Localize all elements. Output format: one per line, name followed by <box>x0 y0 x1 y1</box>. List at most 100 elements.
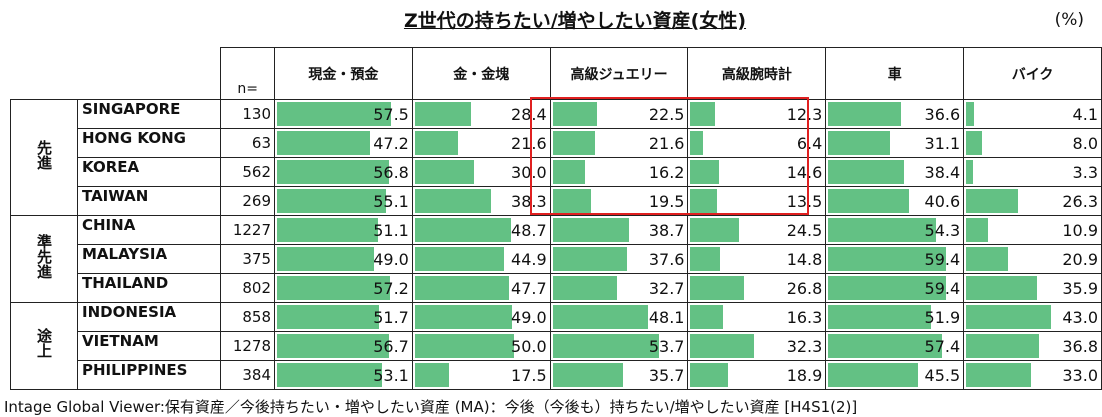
value-bar <box>690 305 723 329</box>
value-bar <box>414 131 458 155</box>
value-cell: 51.9 <box>825 302 965 332</box>
table-row: TAIWAN 269 55.1 38.3 19.5 13.5 40.6 26.3 <box>11 186 1102 216</box>
table-row: THAILAND 802 57.2 47.7 32.7 26.8 59.4 35.9 <box>11 273 1102 303</box>
value-bar <box>414 160 475 184</box>
value-label: 35.9 <box>1062 278 1098 298</box>
sample-size: 375 <box>220 244 275 274</box>
value-bar <box>828 247 946 271</box>
value-label: 13.5 <box>786 191 823 211</box>
value-label: 18.9 <box>786 365 823 385</box>
value-bar <box>828 276 946 300</box>
country-label: HONG KONG <box>76 128 222 158</box>
value-label: 40.6 <box>924 191 961 211</box>
value-cell: 28.4 <box>411 99 551 129</box>
value-label: 21.6 <box>511 133 547 153</box>
value-label: 48.7 <box>511 220 547 240</box>
data-table: n= 現金・預金 金・金塊 高級ジュエリー 高級腕時計車バイク 先進 SINGAPORE… <box>10 47 1102 390</box>
n-header: n= <box>220 47 275 100</box>
country-label: INDONESIA <box>76 302 222 332</box>
value-cell: 22.5 <box>549 99 689 129</box>
value-bar <box>690 102 715 126</box>
value-bar <box>690 363 728 387</box>
value-cell: 24.5 <box>687 215 827 245</box>
value-cell: 59.4 <box>825 244 965 274</box>
value-label: 19.5 <box>648 191 685 211</box>
value-cell: 18.9 <box>687 360 827 390</box>
value-bar <box>552 218 630 242</box>
value-label: 8.0 <box>1072 133 1098 153</box>
value-bar <box>966 160 973 184</box>
value-bar <box>966 305 1052 329</box>
value-cell: 47.7 <box>411 273 551 303</box>
table-row: KOREA 562 56.8 30.0 16.2 14.6 38.4 3.3 <box>11 157 1102 187</box>
value-cell: 49.0 <box>411 302 551 332</box>
value-bar <box>277 160 390 184</box>
value-label: 43.0 <box>1062 307 1098 327</box>
sample-size: 384 <box>220 360 275 390</box>
group-label: 準先進 <box>10 215 78 303</box>
highlight-box <box>530 97 809 215</box>
value-bar <box>828 305 932 329</box>
value-bar <box>277 363 383 387</box>
value-label: 49.0 <box>511 307 547 327</box>
value-label: 57.2 <box>373 278 409 298</box>
value-cell: 56.8 <box>274 157 413 187</box>
value-cell: 36.8 <box>963 331 1102 361</box>
value-cell: 19.5 <box>549 186 689 216</box>
value-bar <box>414 247 504 271</box>
group-label-text: 先進 <box>35 139 53 170</box>
value-label: 12.3 <box>786 104 823 124</box>
value-bar <box>690 218 739 242</box>
value-cell: 4.1 <box>963 99 1102 129</box>
value-cell: 59.4 <box>825 273 965 303</box>
value-cell: 6.4 <box>687 128 827 158</box>
value-label: 51.1 <box>373 220 409 240</box>
value-label: 49.0 <box>373 249 409 269</box>
value-label: 31.1 <box>924 133 961 153</box>
value-bar <box>277 276 391 300</box>
column-header: 現金・預金 <box>274 47 413 100</box>
value-bar <box>414 334 514 358</box>
value-cell: 55.1 <box>274 186 413 216</box>
value-label: 51.7 <box>373 307 409 327</box>
value-cell: 51.7 <box>274 302 413 332</box>
value-bar <box>690 131 704 155</box>
value-label: 14.6 <box>786 162 823 182</box>
value-bar <box>966 131 982 155</box>
country-label: CHINA <box>76 215 222 245</box>
value-cell: 3.3 <box>963 157 1102 187</box>
value-label: 10.9 <box>1062 220 1098 240</box>
value-bar <box>690 334 755 358</box>
value-cell: 44.9 <box>411 244 551 274</box>
header-blank <box>78 48 221 100</box>
value-cell: 53.7 <box>549 331 689 361</box>
value-cell: 38.7 <box>549 215 689 245</box>
sample-size: 802 <box>220 273 275 303</box>
value-cell: 21.6 <box>411 128 551 158</box>
value-label: 47.2 <box>373 133 409 153</box>
value-label: 22.5 <box>648 104 685 124</box>
value-label: 38.4 <box>924 162 961 182</box>
value-bar <box>414 102 472 126</box>
value-bar <box>966 189 1019 213</box>
value-bar <box>966 276 1038 300</box>
value-bar <box>414 276 510 300</box>
value-bar <box>828 160 905 184</box>
group-label: 先進 <box>10 99 78 216</box>
header-blank <box>11 48 78 100</box>
value-cell: 47.2 <box>274 128 413 158</box>
value-label: 4.1 <box>1072 104 1098 124</box>
value-bar <box>552 160 585 184</box>
group-label-text: 準先進 <box>35 233 53 279</box>
sample-size: 1278 <box>220 331 275 361</box>
country-label: MALAYSIA <box>76 244 222 274</box>
value-bar <box>552 247 628 271</box>
value-label: 26.8 <box>786 278 823 298</box>
sample-size: 562 <box>220 157 275 187</box>
sample-size: 63 <box>220 128 275 158</box>
value-label: 45.5 <box>924 365 961 385</box>
sample-size: 858 <box>220 302 275 332</box>
value-bar <box>966 363 1032 387</box>
value-label: 3.3 <box>1072 162 1098 182</box>
